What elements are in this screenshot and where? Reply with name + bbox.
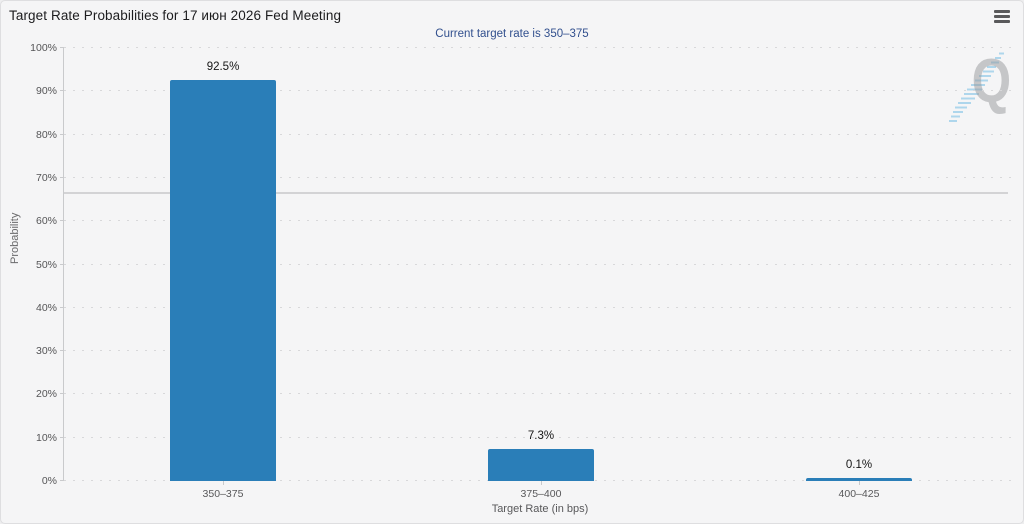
- y-tick-mark: [60, 306, 64, 308]
- y-tick-mark: [60, 47, 64, 48]
- x-category-label: 375–400: [520, 488, 562, 500]
- category-band-375–400: 7.3% 375–400: [382, 48, 700, 500]
- hamburger-menu-icon[interactable]: [994, 10, 1010, 23]
- hamburger-bar: [994, 15, 1010, 18]
- y-tick-label-20: 20%: [35, 388, 57, 401]
- gridline-90: [64, 90, 1018, 92]
- bar-value-label: 7.3%: [527, 430, 555, 443]
- watermark-logo: Q: [941, 51, 1021, 127]
- y-tick-mark: [60, 350, 64, 352]
- y-tick-mark: [60, 263, 64, 265]
- watermark-streak-icon: [949, 52, 1004, 122]
- gridline-100: [64, 47, 1018, 48]
- chart-title: Target Rate Probabilities for 17 июн 202…: [9, 8, 342, 23]
- category-band-350–375: 92.5% 350–375: [64, 48, 382, 500]
- gridline-20: [64, 393, 1018, 395]
- y-tick-label-30: 30%: [35, 345, 57, 358]
- probability-bar-400–425[interactable]: [805, 478, 912, 481]
- gridline-80: [64, 133, 1018, 135]
- y-tick-mark: [60, 133, 64, 135]
- y-tick-label-50: 50%: [35, 258, 57, 271]
- x-category-label: 400–425: [838, 488, 880, 500]
- y-tick-mark: [60, 393, 64, 395]
- y-tick-label-90: 90%: [35, 85, 57, 98]
- chart-subtitle: Current target rate is 350–375: [435, 28, 589, 40]
- reference-line: [64, 191, 1009, 194]
- hamburger-bar: [994, 20, 1010, 23]
- y-tick-label-80: 80%: [35, 128, 57, 141]
- gridline-70: [64, 176, 1018, 178]
- watermark-q-letter: Q: [971, 47, 1011, 116]
- x-tick-mark: [222, 481, 224, 485]
- gridline-40: [64, 306, 1018, 308]
- y-tick-label-100: 100%: [30, 42, 57, 54]
- gridline-60: [64, 220, 1018, 222]
- x-axis-title: Target Rate (in bps): [491, 503, 589, 515]
- y-tick-mark: [60, 90, 64, 92]
- probability-bar-350–375[interactable]: [169, 80, 276, 481]
- x-category-label: 350–375: [202, 488, 244, 500]
- bar-value-label: 92.5%: [206, 61, 240, 74]
- gridline-50: [64, 263, 1018, 265]
- gridline-10: [64, 436, 1018, 438]
- bar-value-label: 0.1%: [845, 458, 873, 471]
- y-tick-label-40: 40%: [35, 301, 57, 314]
- hamburger-bar: [994, 10, 1010, 13]
- y-tick-mark: [60, 480, 64, 481]
- y-tick-label-60: 60%: [35, 215, 57, 228]
- plot-area: 0% 10% 20% 30% 40% 50% 60% 70% 80% 90% 100% 92.5% 35…: [30, 42, 1018, 500]
- y-tick-mark: [60, 220, 64, 222]
- x-tick-mark: [858, 481, 860, 485]
- y-tick-mark: [60, 176, 64, 178]
- y-tick-label-10: 10%: [35, 431, 57, 444]
- x-tick-mark: [540, 481, 542, 485]
- category-band-400–425: 0.1% 400–425: [700, 48, 1018, 500]
- y-tick-mark: [60, 436, 64, 438]
- y-tick-label-0: 0%: [41, 475, 57, 487]
- probability-bar-375–400[interactable]: [487, 449, 594, 481]
- gridline-30: [64, 350, 1018, 352]
- y-tick-label-70: 70%: [35, 171, 57, 184]
